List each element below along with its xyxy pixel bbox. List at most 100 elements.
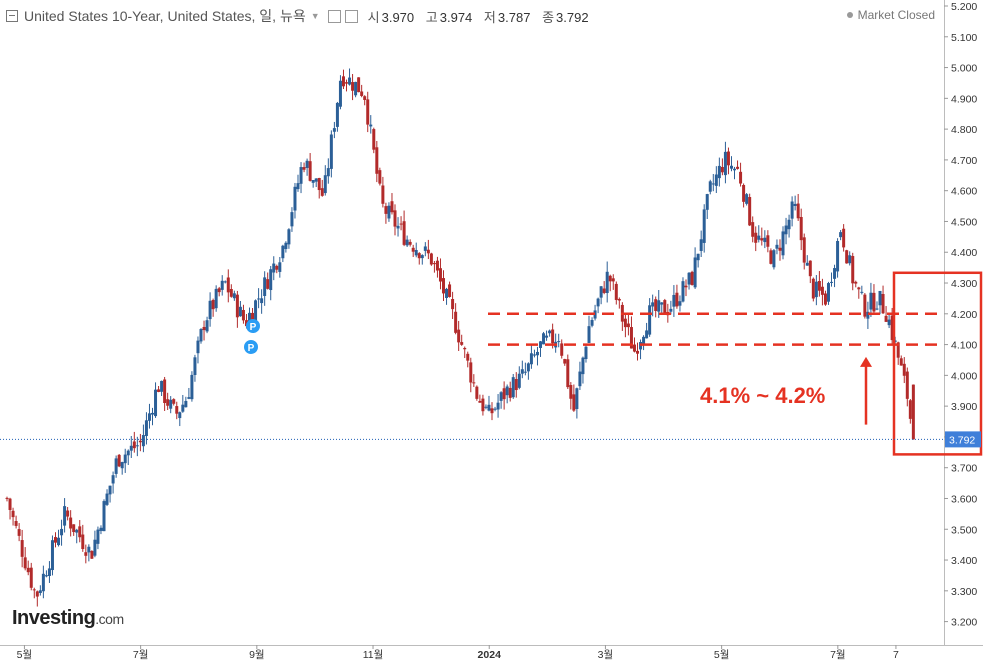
candle-body [657, 300, 661, 312]
candle-body [678, 301, 682, 306]
candle-body [445, 288, 449, 298]
y-tick-label: 4.100 [951, 340, 977, 352]
candle-body [54, 537, 58, 543]
x-tick-label: 2024 [478, 649, 502, 661]
candle-body [866, 311, 870, 319]
candle-body [739, 171, 743, 184]
candle-body [11, 510, 15, 518]
candle-body [593, 310, 597, 319]
candle-body [523, 371, 527, 373]
candle-body [714, 174, 718, 186]
candle-body [905, 371, 909, 399]
candle-body [757, 235, 761, 240]
candle-body [545, 335, 549, 338]
candle-body [820, 286, 824, 295]
candle-body [354, 81, 358, 96]
candle-body [257, 298, 261, 300]
candle-body [687, 272, 691, 285]
candle-body [360, 91, 364, 96]
status-dot-icon [846, 12, 853, 18]
candle-body [875, 308, 879, 310]
candle-body [645, 330, 649, 339]
candle-body [63, 506, 67, 526]
candle-body [542, 333, 546, 345]
candle-body [44, 575, 48, 577]
candle-body [23, 557, 27, 569]
candle-body [175, 406, 179, 414]
candle-body [5, 497, 9, 499]
candle-body [117, 454, 121, 467]
candle-body [96, 529, 100, 544]
x-tick-label: 7월 [830, 649, 846, 661]
candle-body [357, 77, 361, 93]
candle-body [681, 281, 685, 302]
candle-body [302, 167, 306, 170]
y-tick-label: 3.700 [951, 463, 977, 475]
candle-body [845, 250, 849, 264]
y-tick-label: 4.600 [951, 186, 977, 198]
candle-body [772, 250, 776, 268]
candle-body [548, 330, 552, 334]
settings-icon[interactable] [327, 9, 341, 23]
candle-body [181, 404, 185, 412]
chevron-down-icon[interactable]: ▼ [310, 11, 320, 21]
candle-body [505, 386, 509, 396]
candle-body [623, 318, 627, 328]
candle-body [196, 340, 200, 354]
candle-body [499, 392, 503, 401]
candle-body [87, 546, 91, 553]
candle-body [814, 281, 818, 298]
collapse-icon[interactable] [6, 10, 18, 22]
candle-body [223, 281, 227, 283]
candle-body [281, 245, 285, 259]
candle-body [135, 445, 139, 447]
candle-body [420, 255, 424, 259]
candle-body [890, 315, 894, 341]
candle-body [802, 237, 806, 263]
candle-body [663, 300, 667, 315]
candle-body [123, 454, 127, 464]
candle-body [14, 521, 18, 526]
candle-body [20, 540, 24, 557]
candle-body [472, 382, 476, 384]
candle-body [351, 82, 355, 91]
candle-body [111, 475, 115, 484]
candle-body [817, 281, 821, 291]
candle-body [475, 386, 479, 399]
candle-body [378, 170, 382, 184]
candle-body [235, 294, 239, 318]
candle-body [763, 237, 767, 243]
candle-body [414, 250, 418, 256]
candle-body [248, 312, 252, 325]
candle-body [29, 567, 33, 588]
candle-body [693, 257, 697, 288]
candle-body [193, 357, 197, 375]
candle-body [429, 253, 433, 265]
candle-body [887, 319, 891, 326]
candle-body [284, 242, 288, 250]
candle-body [226, 277, 230, 293]
candle-body [432, 263, 436, 265]
candle-body [784, 225, 788, 235]
marker-p-icon[interactable] [246, 319, 260, 333]
candle-body [711, 183, 715, 185]
candle-body [411, 247, 415, 252]
candle-body [363, 96, 367, 100]
logo-suffix: .com [95, 611, 124, 627]
candle-body [244, 320, 248, 327]
visibility-icon[interactable] [344, 9, 358, 23]
candle-body [560, 343, 564, 356]
marker-p-label: P [250, 322, 257, 333]
candle-body [469, 362, 473, 383]
ohlc-readout: 시 3.970 고 3.974 저 3.787 종 3.792 [368, 7, 597, 26]
candle-body [50, 540, 54, 571]
y-tick-label: 5.200 [951, 1, 977, 13]
candle-body [47, 568, 51, 576]
candle-body [69, 517, 73, 529]
marker-p-icon[interactable] [244, 340, 258, 354]
candle-body [448, 284, 452, 297]
candle-body [66, 510, 70, 517]
y-tick-label: 3.300 [951, 586, 977, 598]
symbol-title[interactable]: United States 10-Year, United States, 일,… [24, 8, 306, 24]
